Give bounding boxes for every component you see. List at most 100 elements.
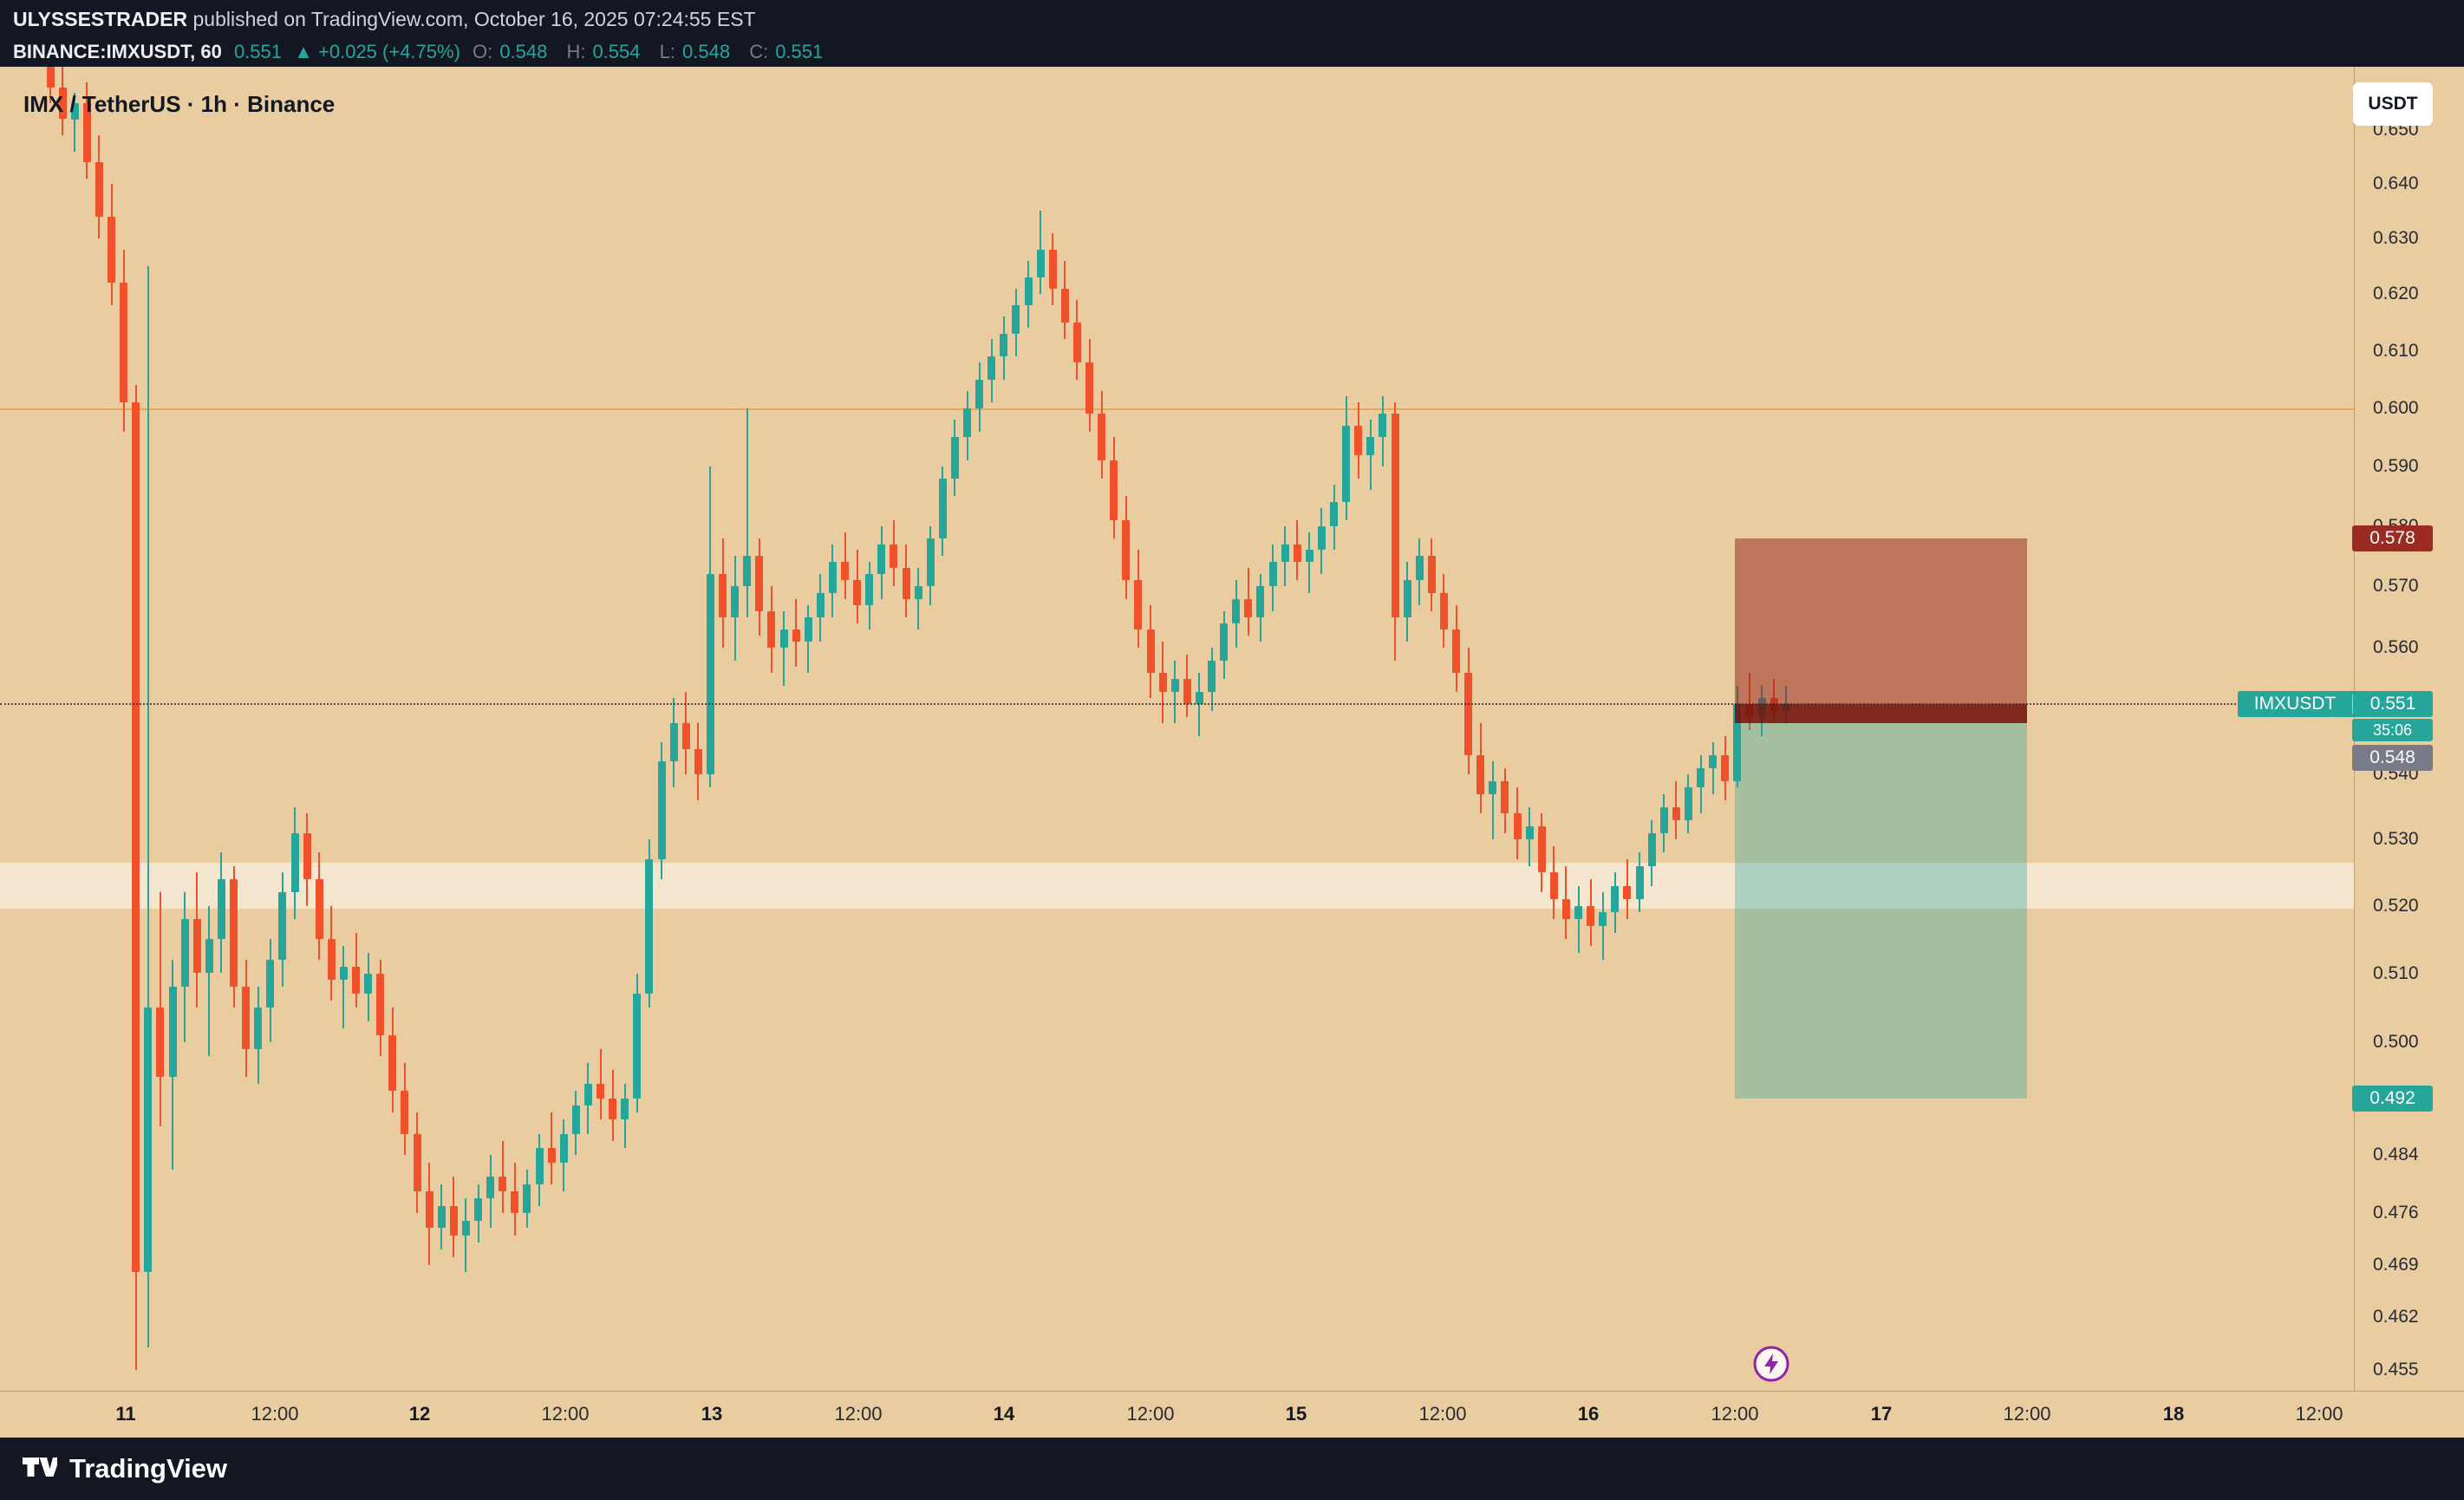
candle-body [1379,414,1387,438]
candle-body [1024,277,1033,306]
candle-body [290,832,299,893]
symbol-legend[interactable]: BINANCE:IMXUSDT, 60 0.551 ▲ +0.025 (+4.7… [0,38,2464,67]
current-badge-symbol: IMXUSDT [2253,694,2337,714]
time-axis-label: 14 [993,1403,1015,1425]
candle-body [1134,580,1143,630]
candle-body [621,1098,629,1120]
footer-bar: TradingView [0,1438,2464,1500]
candle-body [217,878,225,940]
candle-body [180,919,189,988]
position-stop-zone[interactable] [1735,538,2027,724]
legend-last-price: 0.551 [233,41,282,62]
lightning-marker-icon[interactable] [1751,1344,1791,1384]
chart-plot-area[interactable]: IMX / TetherUS · 1h · Binance [0,67,2354,1391]
candle-body [1709,755,1718,768]
candle-body [82,103,91,162]
current-price-badge[interactable]: IMXUSDT 0.551 [2238,691,2433,718]
target-price-badge[interactable]: 0.492 [2352,1085,2433,1112]
candle-body [657,761,666,859]
candle-body [156,1008,165,1078]
candle-body [1525,826,1534,840]
candle-body [719,574,727,617]
candle-body [669,723,678,762]
candle-body [1549,872,1558,899]
candle-wick [1308,532,1311,593]
publish-header: ULYSSESTRADER published on TradingView.c… [0,0,2464,38]
candle-body [205,939,213,974]
candle-body [596,1084,604,1099]
candle-body [266,959,275,1008]
candle-body [132,402,140,1273]
stop-price-badge[interactable]: 0.578 [2352,525,2433,551]
candle-body [706,574,714,775]
horizontal-level-line[interactable] [0,408,2354,410]
legend-high-value: 0.554 [592,41,641,62]
candle-body [1158,673,1167,692]
candle-body [609,1098,617,1120]
candle-body [95,162,103,217]
candle-body [1697,767,1705,788]
candle-body [1366,437,1375,455]
candle-body [779,629,788,649]
candle-wick [342,946,345,1028]
candle-body [816,592,825,617]
time-axis-label: 12:00 [1711,1403,1759,1425]
publish-info: published on TradingView.com, October 16… [187,8,756,30]
candle-body [1684,787,1692,820]
candle-body [1342,425,1351,503]
candle-wick [1491,761,1494,840]
candle-body [963,408,971,438]
price-axis-label: 0.640 [2373,173,2419,193]
bar-close-countdown-badge: 35:06 [2352,719,2433,742]
candle-body [926,538,935,587]
candle-body [376,973,385,1035]
candle-wick [465,1198,467,1273]
candle-body [1635,865,1644,899]
candle-body [1122,519,1131,581]
candle-body [792,629,800,642]
time-axis-label: 11 [115,1403,136,1425]
tradingview-logo-icon[interactable] [19,1448,60,1490]
candle-body [938,478,947,538]
candle-body [449,1205,458,1236]
candle-body [388,1034,397,1092]
candle-body [1110,460,1118,520]
candle-body [1611,885,1620,913]
candle-body [523,1184,531,1214]
candle-body [535,1148,544,1184]
chart-symbol-title: IMX / TetherUS · 1h · Binance [23,91,336,117]
time-axis[interactable]: 11 12:00 12 12:00 13 12:00 14 12:00 15 12:00 16 12:… [0,1391,2464,1438]
time-axis-label: 12:00 [1126,1403,1175,1425]
candle-body [694,748,702,775]
candle-body [1513,813,1522,840]
highlight-band-zone[interactable] [0,862,2354,910]
candle-body [58,87,67,120]
candle-body [633,994,642,1099]
candle-body [70,103,79,120]
candle-body [168,987,177,1078]
candle-body [120,283,128,403]
candle-body [1281,544,1289,563]
time-axis-label: 12:00 [2295,1403,2343,1425]
candle-body [1256,586,1265,617]
price-axis-label: 0.469 [2373,1254,2419,1275]
candle-body [950,437,959,479]
position-profit-zone[interactable] [1735,723,2027,1099]
candle-body [1489,780,1497,794]
footer-brand-text[interactable]: TradingView [69,1453,228,1484]
candle-body [230,878,238,988]
currency-toggle-button[interactable]: USDT [2353,82,2433,126]
position-open-loss-zone [1735,704,2027,724]
legend-change: ▲ +0.025 (+4.75%) [294,41,460,62]
entry-price-badge[interactable]: 0.548 [2352,745,2433,772]
badge-divider [2352,695,2353,714]
legend-close-label: C: [749,41,769,62]
candle-wick [783,610,785,686]
candle-body [975,379,984,408]
candle-body [278,892,287,960]
candle-body [364,973,373,995]
price-axis-label: 0.500 [2373,1031,2419,1052]
candle-body [804,616,812,642]
time-axis-label: 17 [1870,1403,1893,1425]
price-axis-label: 0.455 [2373,1360,2419,1380]
